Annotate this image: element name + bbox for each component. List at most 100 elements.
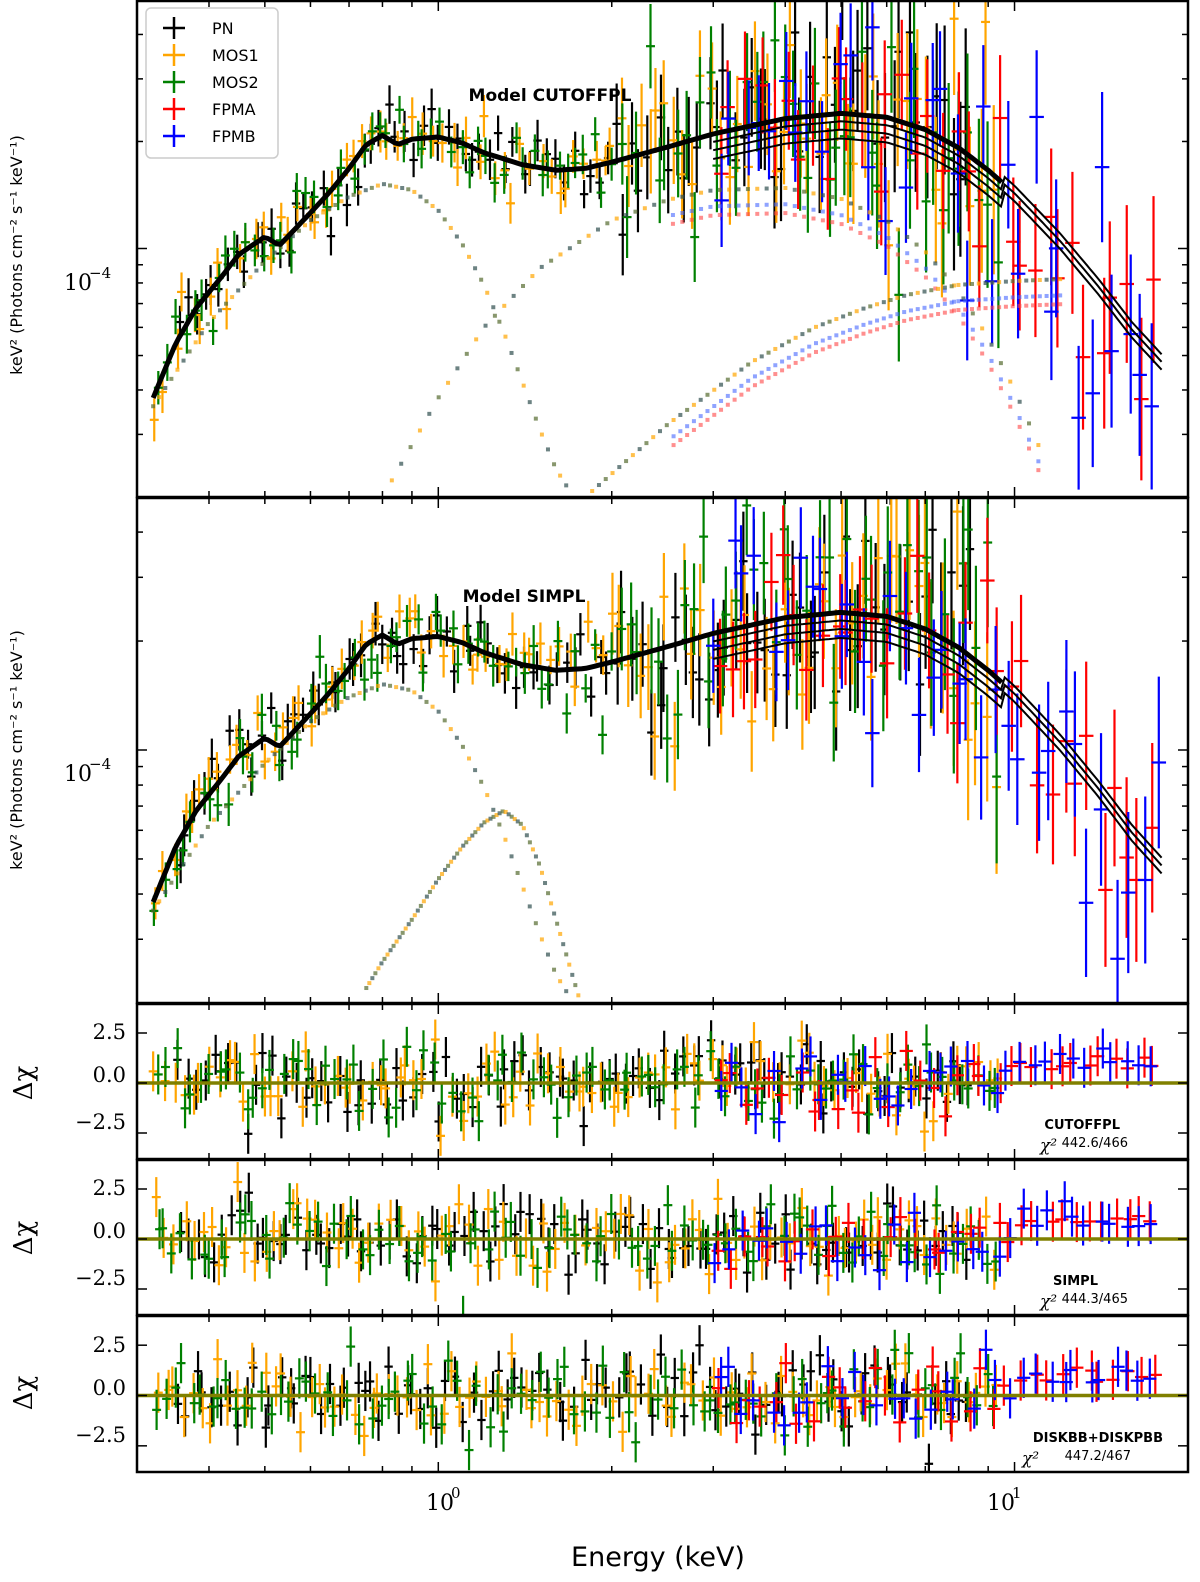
model-component-3-point [881, 300, 886, 305]
model-component-3-point [732, 372, 737, 377]
model-component-3-point [773, 346, 778, 351]
model-component-2-nustar-point [970, 336, 975, 341]
model-component-3-point [902, 293, 907, 298]
model-component-2-nustar-point [670, 221, 675, 226]
model-component-2-point [497, 822, 502, 827]
model-component-1-point [567, 962, 572, 967]
model-component-3-nustar-point [1051, 293, 1056, 298]
model-component-2-nustar-point [764, 211, 769, 216]
model-component-2-point [614, 216, 619, 221]
model-component-2-nustar-point [783, 211, 788, 216]
model-component-1-point [549, 901, 554, 906]
model-component-2-point [533, 921, 538, 926]
model-component-3-nustar-point [1051, 302, 1056, 307]
model-component-3-nustar-point [685, 424, 690, 429]
model-component-2-point [467, 756, 472, 761]
model-component-3-point [1024, 278, 1029, 283]
residual2-chi-symbol: χ² [1039, 1292, 1057, 1312]
panel1-ytick-exp: −4 [89, 264, 111, 282]
model-component-3-nustar-point [1031, 303, 1036, 308]
model-component-3-nustar-point [780, 359, 785, 364]
model-component-1-point [558, 931, 563, 936]
residual2-model-name: SIMPL [1053, 1274, 1098, 1289]
model-component-2-point [624, 213, 629, 218]
model-component-2-point [333, 703, 338, 708]
model-component-1-point [315, 214, 320, 219]
model-component-1-point [476, 826, 481, 831]
model-component-2-nustar-point [905, 260, 910, 265]
model-component-3-nustar-point [752, 383, 757, 388]
model-component-2-nustar-point [774, 211, 779, 216]
model-component-2-point [454, 735, 459, 740]
model-component-2-point [175, 871, 180, 876]
spectrum-panel-1-data [149, 0, 1161, 490]
model-component-2-nustar-point [961, 321, 966, 326]
model-component-2-nustar-point [727, 203, 732, 208]
model-component-3-nustar-point [854, 325, 859, 330]
model-component-2-point [989, 342, 994, 347]
model-component-2-point [260, 763, 265, 768]
model-component-3-nustar-point [705, 409, 710, 414]
model-component-1-point [485, 818, 490, 823]
model-component-3-point [698, 397, 703, 402]
model-component-3-point [617, 465, 622, 470]
model-component-3-nustar-point [1010, 295, 1015, 300]
model-component-2-nustar-point [820, 218, 825, 223]
model-component-1-point [415, 908, 420, 913]
model-component-2-nustar-point [895, 243, 900, 248]
model-component-2-nustar-point [745, 212, 750, 217]
model-component-3-nustar-point [780, 368, 785, 373]
model-component-3-point [780, 343, 785, 348]
model-component-3-point [800, 332, 805, 337]
model-component-2-nustar-point [858, 222, 863, 227]
model-component-1-point [473, 266, 478, 271]
model-component-3-nustar-point [908, 308, 913, 313]
model-component-2-nustar-point [933, 277, 938, 282]
model-component-2-nustar-point [1036, 468, 1041, 473]
model-component-2-nustar-point [1017, 424, 1022, 429]
model-component-2-point [1008, 379, 1013, 384]
model-component-3-point [793, 335, 798, 340]
model-component-1-point [321, 210, 326, 215]
model-component-3-nustar-point [773, 363, 778, 368]
spectrum-panel-2-data [149, 497, 1167, 1003]
model-component-2-point [492, 313, 497, 318]
model-component-3-nustar-point [936, 303, 941, 308]
x-axis-label: Energy (keV) [571, 1542, 745, 1573]
model-component-2-point [858, 205, 863, 210]
model-component-1-point [518, 821, 523, 826]
model-component-2-nustar-point [699, 206, 704, 211]
model-component-2-point [248, 777, 253, 782]
model-layer [150, 110, 1163, 998]
model-component-1-point [479, 823, 484, 828]
model-component-3-nustar-point [881, 325, 886, 330]
model-component-1-point [452, 855, 457, 860]
model-component-2-nustar-point [980, 351, 985, 356]
model-component-3-point [875, 302, 880, 307]
model-component-1-point [394, 184, 399, 189]
model-component-2-nustar-point [680, 210, 685, 215]
model-component-1-point [418, 194, 423, 199]
model-component-3-nustar-point [942, 310, 947, 315]
legend-entry-mos2: MOS2 [163, 71, 259, 93]
model-component-3-nustar-point [752, 374, 757, 379]
model-component-2-point [193, 843, 198, 848]
model-component-3-nustar-point [888, 323, 893, 328]
model-component-3-point [651, 435, 656, 440]
model-component-1-point [533, 854, 538, 859]
model-component-2-point [448, 727, 453, 732]
legend-label: MOS1 [212, 46, 259, 65]
model-component-2-nustar-point [830, 220, 835, 225]
model-component-1-point [339, 199, 344, 204]
model-component-1-point [375, 183, 380, 188]
model-component-1-point [400, 930, 405, 935]
residual2-ylabel: Δχ [9, 1220, 39, 1255]
model-component-3-point [759, 354, 764, 359]
model-component-3-nustar-point [820, 347, 825, 352]
model-component-1-point [421, 899, 426, 904]
model-component-2-point [970, 311, 975, 316]
model-component-2-point [811, 191, 816, 196]
model-component-1-point [430, 203, 435, 208]
model-component-2-point [830, 195, 835, 200]
nustar-model-line [712, 120, 1163, 355]
